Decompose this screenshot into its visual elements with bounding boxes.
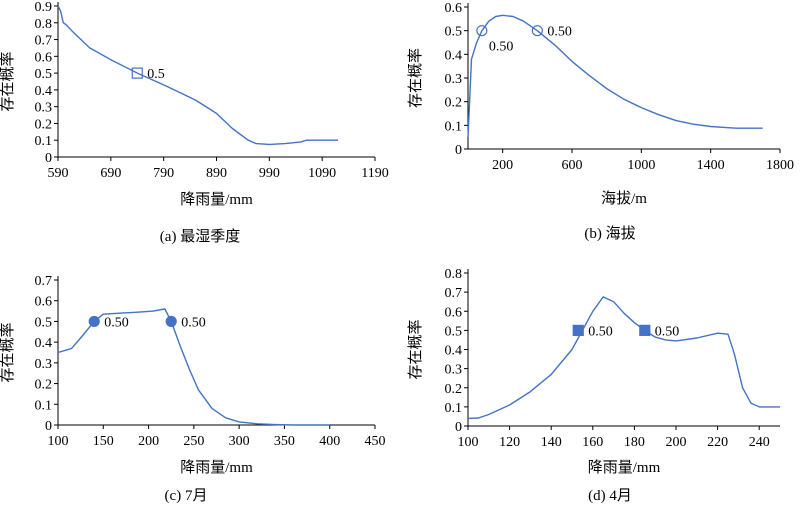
x-tick-label: 300 xyxy=(229,434,250,449)
x-tick-label: 690 xyxy=(100,166,121,181)
x-tick-label: 180 xyxy=(624,435,645,450)
chart-d: 0 0.1 0.2 0.3 0.4 0.5 0.6 0.7 0.8 100 120 140 160 180… xyxy=(407,267,780,504)
y-tick-label: 0 xyxy=(45,151,52,166)
y-tick-label: 0.3 xyxy=(35,101,53,116)
chart-caption: (c) 7月 xyxy=(165,488,208,504)
y-tick-label: 0.8 xyxy=(445,267,463,282)
y-tick-label: 0.2 xyxy=(35,117,53,132)
y-tick-label: 0.5 xyxy=(445,324,463,339)
y-tick-label: 0.6 xyxy=(445,305,463,320)
y-tick-label: 0.6 xyxy=(445,1,463,16)
x-axis-title: 降雨量/mm xyxy=(180,191,253,208)
y-tick-label: 0.2 xyxy=(445,382,463,397)
threshold-marker xyxy=(131,67,143,79)
x-tick-label: 600 xyxy=(562,158,583,173)
y-tick-label: 0.7 xyxy=(35,34,53,49)
chart-b: 0 0.1 0.2 0.3 0.4 0.5 0.6 200 600 1000 1400 1800 0.5… xyxy=(407,1,794,242)
y-tick-label: 0.1 xyxy=(445,119,463,134)
y-tick-label: 0.4 xyxy=(35,84,53,99)
x-tick-label: 890 xyxy=(206,166,227,181)
y-tick-label: 0.4 xyxy=(35,336,53,351)
y-tick-label: 0 xyxy=(455,420,462,435)
chart-caption: (b) 海拔 xyxy=(584,225,635,242)
y-tick-label: 0.5 xyxy=(35,315,53,330)
threshold-marker xyxy=(531,25,543,37)
y-tick-label: 0.7 xyxy=(445,286,463,301)
x-tick-label: 100 xyxy=(458,435,479,450)
x-tick-label: 1000 xyxy=(627,158,655,173)
x-tick-label: 1090 xyxy=(308,166,336,181)
chart-caption: (a) 最湿季度 xyxy=(160,228,240,245)
chart-caption: (d) 4月 xyxy=(588,488,632,504)
threshold-marker xyxy=(639,324,651,336)
x-tick-label: 220 xyxy=(707,435,728,450)
x-tick-label: 200 xyxy=(492,158,513,173)
x-tick-label: 350 xyxy=(274,434,295,449)
y-axis-title: 存在概率 xyxy=(0,51,16,111)
y-axis-title: 存在概率 xyxy=(407,319,424,379)
y-tick-label: 0.5 xyxy=(35,67,53,82)
x-tick-label: 450 xyxy=(365,434,386,449)
x-axis-title: 降雨量/mm xyxy=(588,459,661,476)
x-axis-title: 降雨量/mm xyxy=(180,459,253,476)
y-tick-label: 0.1 xyxy=(35,398,53,413)
x-tick-label: 590 xyxy=(48,166,69,181)
marker-label: 0.50 xyxy=(547,25,572,40)
y-tick-label: 0.2 xyxy=(445,96,463,111)
y-tick-label: 0.3 xyxy=(35,357,53,372)
x-tick-label: 1190 xyxy=(361,166,388,181)
x-tick-label: 240 xyxy=(749,435,770,450)
y-tick-label: 0.1 xyxy=(445,401,463,416)
y-tick-label: 0.4 xyxy=(445,48,463,63)
x-tick-label: 120 xyxy=(499,435,520,450)
y-tick-label: 0.6 xyxy=(35,50,53,65)
x-tick-label: 790 xyxy=(153,166,174,181)
x-tick-label: 1800 xyxy=(766,158,794,173)
threshold-marker xyxy=(476,25,488,37)
y-tick-label: 0.3 xyxy=(445,72,463,87)
marker-label: 0.5 xyxy=(147,67,165,82)
y-tick-label: 0.2 xyxy=(35,378,53,393)
marker-label: 0.50 xyxy=(489,40,514,55)
x-tick-label: 100 xyxy=(48,434,69,449)
marker-label: 0.50 xyxy=(588,324,613,339)
x-tick-label: 150 xyxy=(93,434,114,449)
threshold-marker xyxy=(165,315,177,328)
y-tick-label: 0.9 xyxy=(35,0,53,15)
x-tick-label: 400 xyxy=(319,434,340,449)
y-tick-label: 0.4 xyxy=(445,344,463,359)
y-tick-label: 0.3 xyxy=(445,363,463,378)
threshold-marker xyxy=(572,324,584,336)
x-tick-label: 990 xyxy=(259,166,280,181)
y-tick-label: 0.8 xyxy=(35,17,53,32)
x-tick-label: 200 xyxy=(138,434,159,449)
marker-label: 0.50 xyxy=(655,324,680,339)
x-axis-title: 海拔/m xyxy=(601,190,647,207)
x-tick-label: 140 xyxy=(541,435,562,450)
chart-a: 0 0.1 0.20.3 0.4 0.5 0.60.7 0.8 0.9 590 690 790 890… xyxy=(0,0,389,245)
y-tick-label: 0.6 xyxy=(35,295,53,310)
threshold-marker xyxy=(88,315,100,328)
series-line xyxy=(467,14,763,138)
series-line xyxy=(57,5,338,146)
y-tick-label: 0.5 xyxy=(445,25,463,40)
y-tick-label: 0.7 xyxy=(35,274,53,289)
marker-label: 0.50 xyxy=(104,315,129,330)
x-tick-label: 250 xyxy=(183,434,204,449)
y-axis-title: 存在概率 xyxy=(0,322,16,382)
y-tick-label: 0 xyxy=(455,143,462,158)
x-tick-label: 1400 xyxy=(697,158,725,173)
y-axis-title: 存在概率 xyxy=(407,48,424,108)
x-tick-label: 200 xyxy=(666,435,687,450)
x-tick-label: 160 xyxy=(582,435,603,450)
chart-c: 0 0.1 0.2 0.3 0.4 0.5 0.6 0.7 100 150 200 250 300 350… xyxy=(0,274,386,504)
y-tick-label: 0 xyxy=(45,419,52,434)
marker-label: 0.50 xyxy=(181,315,206,330)
series-line xyxy=(467,296,780,420)
y-tick-label: 0.1 xyxy=(35,134,53,149)
